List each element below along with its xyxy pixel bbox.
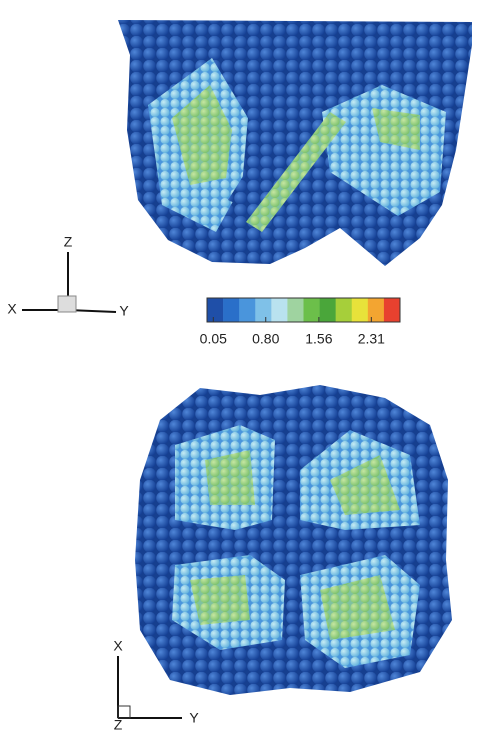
axis-label: X bbox=[113, 638, 123, 654]
colorbar-tick-label: 0.80 bbox=[252, 331, 279, 347]
axis-label: Y bbox=[189, 710, 199, 726]
colorbar-segment bbox=[239, 298, 255, 322]
colorbar-tick-label: 1.56 bbox=[305, 331, 332, 347]
colorbar-segment bbox=[352, 298, 368, 322]
colorbar: 0.05 0.80 1.56 2.31 bbox=[200, 298, 401, 347]
top-particles bbox=[118, 20, 472, 266]
colorbar-segment bbox=[320, 298, 336, 322]
top-axis-triad: Z X Y bbox=[7, 234, 129, 319]
colorbar-segment bbox=[304, 298, 320, 322]
colorbar-segment bbox=[287, 298, 303, 322]
colorbar-segment bbox=[271, 298, 287, 322]
colorbar-segment bbox=[207, 298, 223, 322]
axis-label: Z bbox=[64, 234, 73, 250]
colorbar-segment bbox=[255, 298, 271, 322]
figure: Z X Y X Z Y 0.05 0.80 1.56 2.31 bbox=[0, 0, 484, 733]
colorbar-tick-label: 2.31 bbox=[358, 331, 385, 347]
axis-label: X bbox=[7, 301, 17, 317]
axis-label: Z bbox=[114, 717, 123, 733]
colorbar-segment bbox=[223, 298, 239, 322]
bottom-particles bbox=[135, 385, 452, 695]
colorbar-segment bbox=[336, 298, 352, 322]
colorbar-tick-label: 0.05 bbox=[200, 331, 227, 347]
colorbar-segment bbox=[368, 298, 384, 322]
axis-label: Y bbox=[119, 303, 129, 319]
colorbar-segment bbox=[384, 298, 400, 322]
